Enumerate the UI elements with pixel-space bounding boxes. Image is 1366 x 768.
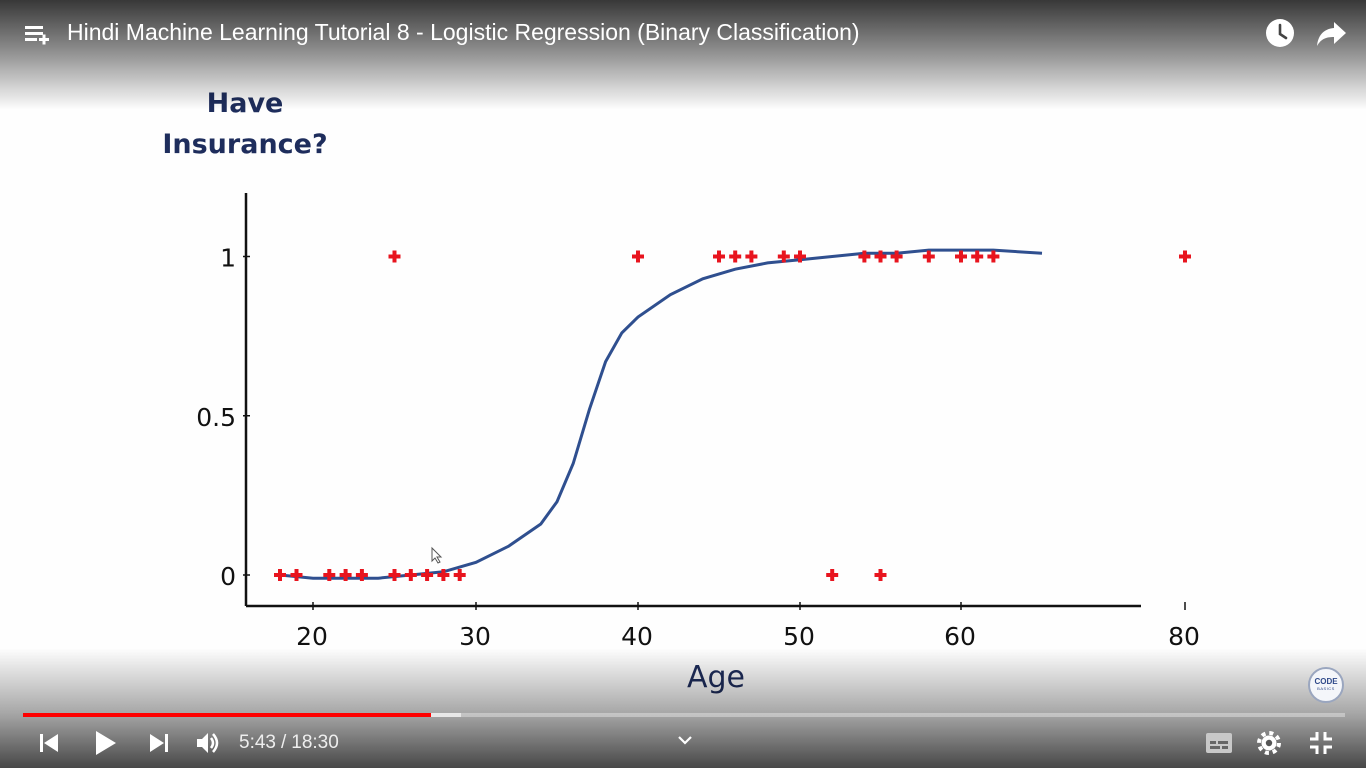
data-point (421, 569, 434, 581)
play-button[interactable] (90, 727, 122, 759)
x-tick-label: 20 (296, 622, 328, 651)
x-tick-label: 60 (944, 622, 976, 651)
watch-later-button[interactable] (1263, 16, 1297, 50)
time-display: 5:43/18:30 (239, 732, 339, 754)
data-point (955, 250, 967, 263)
data-point (290, 569, 303, 581)
sigmoid-curve (279, 248, 1043, 580)
progress-bar[interactable] (23, 713, 1345, 717)
data-point (437, 569, 450, 581)
data-point (874, 250, 887, 263)
data-point (922, 250, 935, 263)
exit-fullscreen-button[interactable] (1308, 730, 1334, 756)
x-tick-label: 40 (621, 622, 653, 651)
data-point (339, 569, 352, 581)
skip-next-icon (150, 734, 168, 752)
data-point (777, 250, 790, 263)
y-tick-label: 1 (220, 244, 236, 273)
previous-button[interactable] (36, 730, 62, 756)
share-icon (1317, 22, 1346, 46)
y-ticks: 00.51 (196, 244, 250, 591)
current-time: 5:43 (239, 732, 276, 753)
data-point (388, 250, 401, 263)
exit-fullscreen-icon (1310, 732, 1332, 754)
data-point (987, 250, 1000, 263)
settings-button[interactable] (1256, 730, 1282, 756)
bottom-overlay (0, 648, 1366, 768)
time-separator: / (280, 732, 287, 753)
subtitles-icon (1206, 733, 1232, 753)
data-point (355, 569, 368, 581)
play-icon (96, 731, 116, 755)
data-point (874, 569, 887, 581)
duration: 18:30 (291, 732, 339, 753)
volume-button[interactable] (194, 729, 222, 757)
playlist-icon (25, 26, 49, 45)
gear-icon (1257, 731, 1281, 755)
x-ticks: 20 30 40 50 60 80 (296, 602, 1200, 651)
top-overlay (0, 0, 1366, 110)
y-tick-label: 0.5 (196, 403, 236, 432)
volume-icon (197, 733, 219, 753)
data-point (826, 569, 839, 581)
data-point (713, 250, 725, 263)
data-point (745, 250, 758, 263)
data-point (453, 569, 466, 581)
chevron-button[interactable] (674, 730, 696, 750)
data-point (794, 250, 806, 263)
x-tick-label: 30 (459, 622, 491, 651)
subtitles-button[interactable] (1205, 731, 1233, 755)
next-button[interactable] (146, 730, 172, 756)
logo-subtext: BASICS (1317, 686, 1335, 691)
data-point (323, 569, 336, 581)
share-button[interactable] (1314, 16, 1348, 50)
code-basics-logo: CODE BASICS (1308, 667, 1344, 703)
logo-text: CODE (1314, 677, 1338, 686)
data-point (1179, 250, 1191, 263)
data-point (729, 250, 742, 263)
y-tick-label: 0 (220, 562, 236, 591)
x-tick-label: 50 (783, 622, 815, 651)
video-title[interactable]: Hindi Machine Learning Tutorial 8 - Logi… (67, 19, 860, 45)
data-point (274, 569, 286, 581)
player-top-bar: Hindi Machine Learning Tutorial 8 - Logi… (0, 0, 1366, 68)
data-point (404, 569, 417, 581)
mouse-cursor-icon (431, 546, 443, 564)
skip-previous-icon (40, 734, 58, 752)
played-bar (23, 713, 432, 717)
x-tick-label: 80 (1168, 622, 1200, 651)
playlist-button[interactable] (22, 20, 52, 50)
data-point (632, 250, 644, 263)
clock-icon (1266, 19, 1294, 47)
chevron-down-icon (678, 736, 692, 745)
data-points (274, 250, 1191, 581)
data-point (971, 250, 984, 263)
data-point (890, 250, 903, 263)
data-point (858, 250, 871, 263)
data-point (388, 569, 401, 581)
y-axis-label-line: Insurance? (162, 129, 327, 160)
